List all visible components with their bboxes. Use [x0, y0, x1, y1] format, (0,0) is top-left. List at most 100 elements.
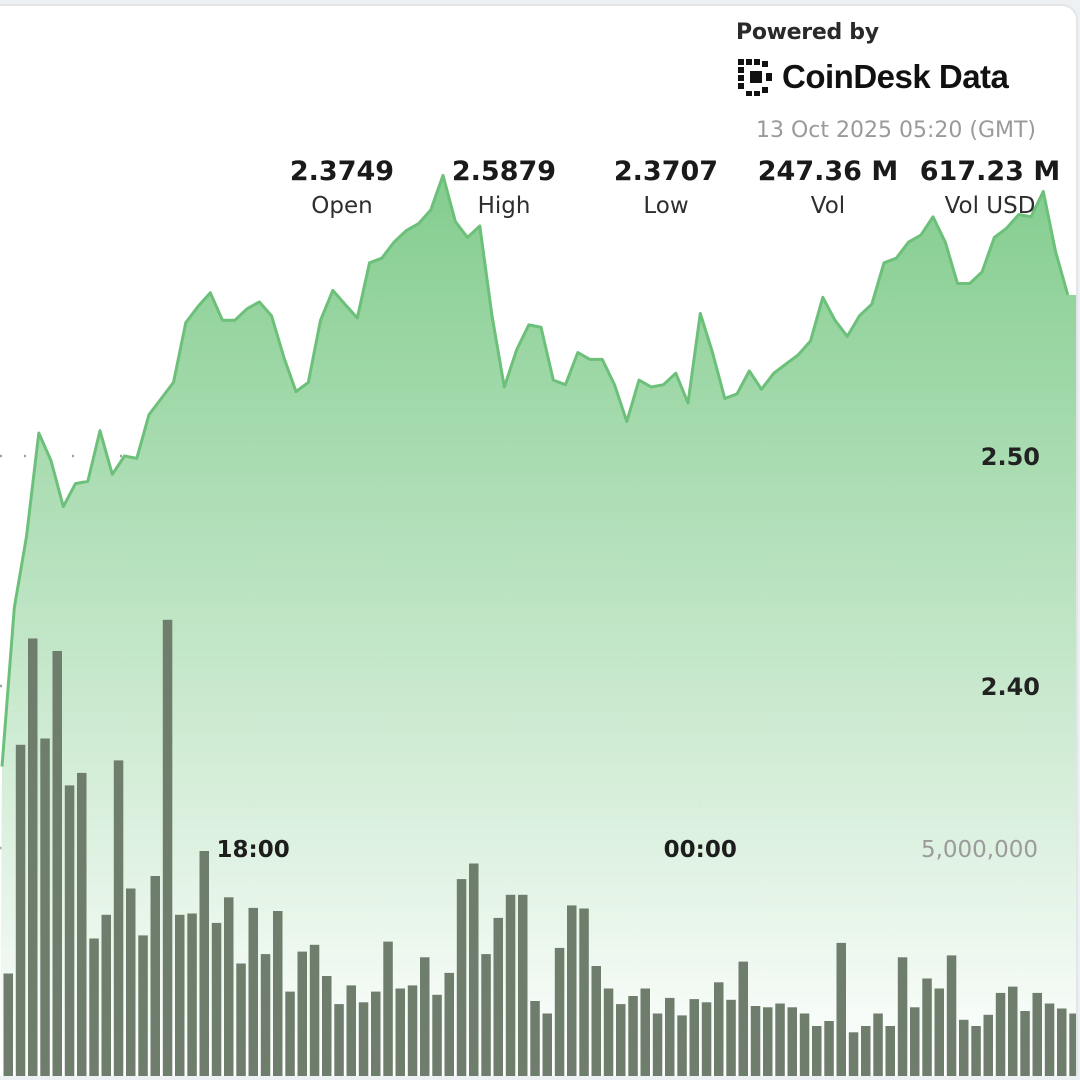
volume-bar [138, 935, 148, 1076]
price-tick-label: 2.50 [981, 443, 1040, 471]
volume-bar [89, 938, 99, 1076]
price-volume-chart: 2.50 2.40 5,000,000 18:00 00:00 [0, 173, 1076, 1076]
volume-bar [456, 879, 467, 1076]
volume-bar [77, 772, 87, 1076]
volume-bar [567, 905, 577, 1076]
stat-low: 2.3707 Low [586, 156, 746, 219]
volume-bar [1057, 1008, 1067, 1076]
volume-bar [591, 966, 601, 1076]
volume-bar [897, 957, 908, 1076]
stat-value: 2.5879 [451, 156, 557, 187]
volume-bar [579, 908, 589, 1076]
volume-bar [995, 992, 1006, 1076]
volume-bar [162, 619, 173, 1076]
volume-bar [983, 1014, 993, 1076]
volume-bar [493, 917, 503, 1076]
volume-bar [469, 863, 479, 1076]
volume-bar [371, 991, 381, 1076]
stat-vol-usd: 617.23 M Vol USD [910, 156, 1070, 219]
stat-value: 2.3707 [613, 156, 719, 187]
volume-bar [444, 972, 454, 1076]
chart-card: 2.50 2.40 5,000,000 18:00 00:00 Powered by C… [0, 4, 1078, 1076]
volume-bar [763, 1007, 773, 1076]
volume-bar [40, 738, 50, 1076]
volume-bar [1032, 992, 1042, 1076]
brand-logo[interactable]: CoinDesk Data [736, 57, 1056, 97]
volume-bar [824, 1021, 834, 1076]
volume-bar [959, 1019, 969, 1076]
volume-bar [273, 911, 283, 1076]
timestamp: 13 Oct 2025 05:20 (GMT) [755, 118, 1036, 143]
volume-bar [848, 1032, 859, 1076]
volume-bar [346, 985, 356, 1076]
volume-bar [236, 963, 246, 1076]
volume-bar [199, 851, 209, 1076]
volume-bar [150, 876, 160, 1076]
stat-value: 617.23 M [919, 156, 1061, 187]
volume-bar [1044, 1003, 1055, 1076]
volume-bar [934, 988, 944, 1076]
branding: Powered by CoinDesk Data [736, 20, 1056, 97]
volume-bar [358, 1002, 369, 1076]
volume-bar [665, 997, 675, 1076]
stat-label: Vol [810, 193, 846, 219]
volume-bar [542, 1013, 552, 1076]
powered-by-label: Powered by [736, 20, 879, 45]
volume-bar [701, 1002, 712, 1076]
stat-value: 2.3749 [289, 156, 395, 187]
stat-label: High [477, 193, 531, 219]
volume-bar [505, 894, 516, 1076]
volume-bar [1069, 1013, 1076, 1076]
stat-label: Low [643, 193, 689, 219]
volume-bar [677, 1015, 687, 1076]
time-tick-label: 00:00 [664, 837, 737, 863]
volume-bar [432, 994, 442, 1076]
volume-bar [297, 951, 307, 1076]
volume-bar [52, 651, 62, 1076]
volume-bar [224, 897, 234, 1076]
volume-bar [187, 913, 197, 1076]
volume-bar [211, 922, 222, 1076]
brand-name: CoinDesk Data [782, 58, 1009, 95]
volume-bar [946, 955, 957, 1076]
volume-bar [1020, 1011, 1030, 1076]
volume-bar [407, 985, 418, 1076]
volume-bar [395, 988, 405, 1076]
volume-bar [603, 988, 614, 1076]
volume-bar [775, 1003, 785, 1076]
volume-bar [787, 1007, 797, 1076]
volume-bar [322, 976, 332, 1076]
stat-open: 2.3749 Open [262, 156, 422, 219]
volume-bar [3, 973, 13, 1076]
volume-bar [616, 1004, 626, 1076]
volume-bar [554, 947, 565, 1076]
volume-bar [530, 1001, 540, 1076]
volume-bar [126, 888, 136, 1076]
volume-bar [714, 982, 724, 1076]
volume-bar [812, 1026, 822, 1076]
price-area [0, 175, 1076, 1076]
volume-bar [260, 954, 271, 1076]
stat-label: Vol USD [944, 193, 1036, 219]
volume-bar [738, 961, 748, 1076]
volume-bar [481, 954, 491, 1076]
ohlc-stats: 2.3749 Open 2.5879 High 2.3707 Low 247.3… [0, 156, 1076, 236]
volume-bar [309, 944, 320, 1076]
stat-value: 247.36 M [757, 156, 899, 187]
volume-bar [726, 999, 736, 1076]
volume-bar [15, 744, 26, 1076]
volume-bar [1008, 986, 1018, 1076]
volume-bar [28, 638, 38, 1076]
volume-bar [334, 1004, 344, 1076]
price-line [0, 173, 1070, 767]
stat-vol: 247.36 M Vol [748, 156, 908, 219]
volume-bar [175, 914, 185, 1076]
volume-bar [861, 1026, 871, 1076]
volume-bar [285, 991, 295, 1076]
volume-bar [628, 996, 638, 1076]
volume-bar [518, 894, 528, 1076]
stat-high: 2.5879 High [424, 156, 584, 219]
time-tick-label: 18:00 [217, 837, 290, 863]
volume-bar [910, 1007, 920, 1076]
volume-bar [836, 942, 846, 1076]
